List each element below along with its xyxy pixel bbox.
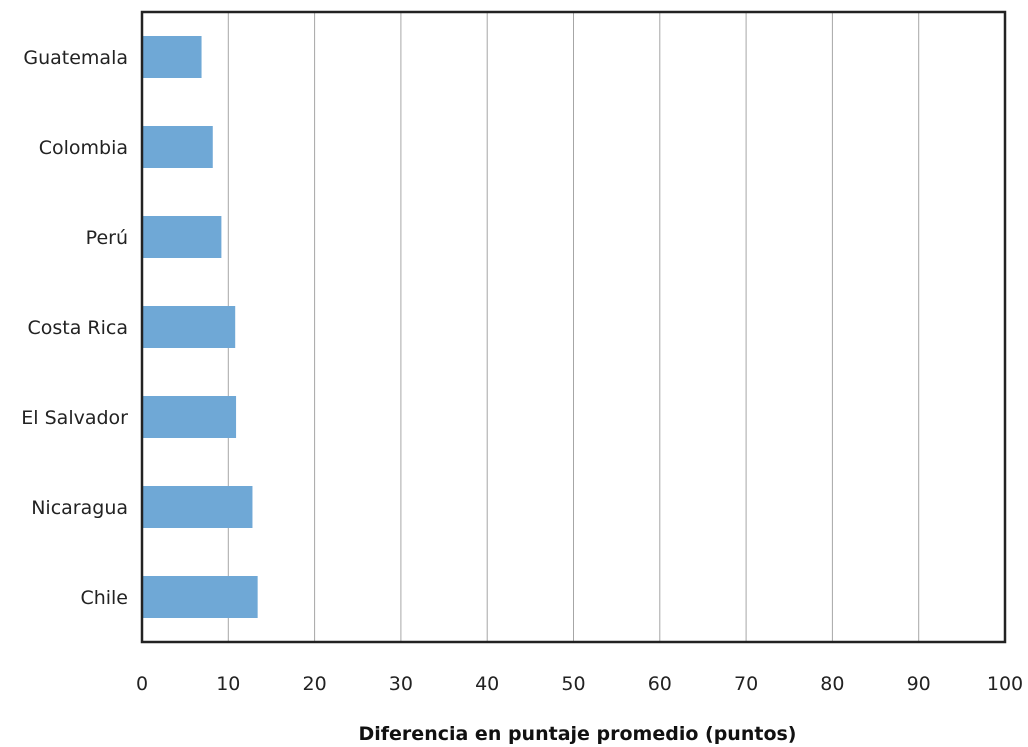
category-label: Perú bbox=[86, 227, 128, 249]
x-tick-label: 10 bbox=[216, 673, 240, 695]
x-tick-labels: 0 10 20 30 40 50 60 70 80 90 100 bbox=[136, 673, 1023, 695]
category-label: Costa Rica bbox=[28, 317, 129, 339]
category-labels: Guatemala Colombia Perú Costa Rica El Salvad… bbox=[21, 47, 128, 609]
bar bbox=[142, 396, 237, 438]
x-tick-label: 50 bbox=[561, 673, 585, 695]
x-tick-label: 0 bbox=[136, 673, 148, 695]
x-tick-label: 90 bbox=[907, 673, 931, 695]
category-label: El Salvador bbox=[21, 407, 128, 429]
x-tick-label: 60 bbox=[648, 673, 672, 695]
x-tick-label: 70 bbox=[734, 673, 758, 695]
x-tick-label: 40 bbox=[475, 673, 499, 695]
bar bbox=[142, 306, 236, 348]
bar bbox=[142, 486, 253, 528]
plot-frame bbox=[140, 10, 1007, 644]
x-tick-label: 80 bbox=[820, 673, 844, 695]
x-tick-label: 20 bbox=[303, 673, 327, 695]
category-label: Chile bbox=[80, 587, 128, 609]
category-label: Guatemala bbox=[23, 47, 128, 69]
gridlines bbox=[227, 12, 920, 642]
x-tick-label: 30 bbox=[389, 673, 413, 695]
bar bbox=[142, 126, 213, 168]
bars bbox=[142, 36, 258, 618]
x-axis-title: Diferencia en puntaje promedio (puntos) bbox=[359, 723, 797, 745]
x-tick-label: 100 bbox=[987, 673, 1023, 695]
bar bbox=[142, 576, 258, 618]
category-label: Colombia bbox=[39, 137, 128, 159]
category-label: Nicaragua bbox=[31, 497, 128, 519]
bar bbox=[142, 36, 202, 78]
bar bbox=[142, 216, 222, 258]
